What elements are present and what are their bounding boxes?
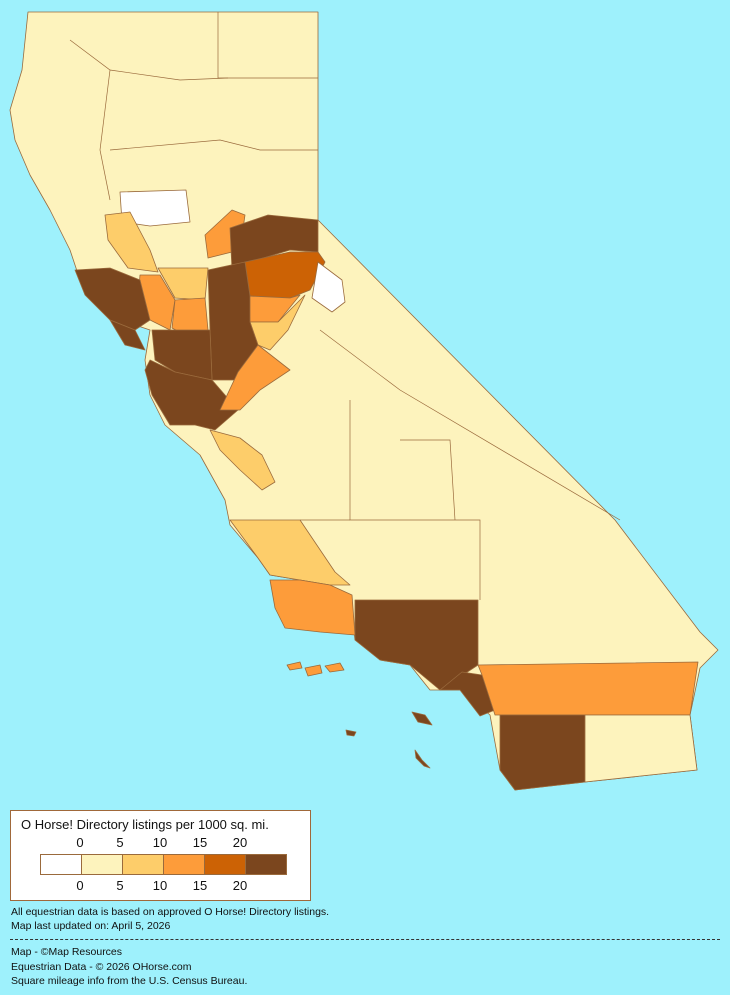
county-region[interactable] <box>304 664 323 677</box>
mileage-credit: Square mileage info from the U.S. Census… <box>11 975 248 987</box>
legend-swatch <box>164 855 205 874</box>
county-region[interactable] <box>499 714 586 791</box>
data-credit: Equestrian Data - © 2026 OHorse.com <box>11 961 192 973</box>
legend-swatch <box>246 855 286 874</box>
legend-tick: 20 <box>232 878 248 893</box>
county-border <box>349 400 481 600</box>
county-region[interactable] <box>209 429 276 491</box>
updated-note: Map last updated on: April 5, 2026 <box>11 920 171 932</box>
county-region[interactable] <box>109 319 146 351</box>
legend-tick: 0 <box>76 878 84 893</box>
legend-title: O Horse! Directory listings per 1000 sq.… <box>21 817 269 832</box>
county-region[interactable] <box>411 711 433 726</box>
legend: O Horse! Directory listings per 1000 sq.… <box>10 810 311 901</box>
data-basis-note: All equestrian data is based on approved… <box>11 906 330 918</box>
legend-tick: 15 <box>192 878 208 893</box>
legend-swatch <box>82 855 123 874</box>
county-region[interactable] <box>477 661 699 716</box>
county-border <box>400 439 456 521</box>
legend-swatch <box>41 855 82 874</box>
legend-tick: 0 <box>76 835 84 850</box>
county-region[interactable] <box>104 211 159 273</box>
county-region[interactable] <box>345 729 357 737</box>
county-region[interactable] <box>324 662 345 673</box>
legend-tick: 5 <box>116 878 124 893</box>
legend-tick: 15 <box>192 835 208 850</box>
county-region[interactable] <box>219 344 291 411</box>
county-region[interactable] <box>311 261 346 313</box>
map-credit: Map - ©Map Resources <box>11 946 123 958</box>
legend-tick: 10 <box>152 835 168 850</box>
legend-tick: 20 <box>232 835 248 850</box>
county-border <box>109 139 318 151</box>
legend-swatch <box>123 855 164 874</box>
legend-tick: 10 <box>152 878 168 893</box>
county-region[interactable] <box>171 297 209 336</box>
legend-tick: 5 <box>116 835 124 850</box>
county-border <box>99 69 111 201</box>
county-border <box>319 329 621 521</box>
county-region[interactable] <box>286 661 303 671</box>
county-border <box>69 39 229 81</box>
county-region[interactable] <box>414 749 431 769</box>
legend-color-bar <box>40 854 287 875</box>
county-border <box>217 12 318 79</box>
county-region[interactable] <box>74 267 151 331</box>
divider <box>10 939 720 940</box>
county-region[interactable] <box>144 359 239 431</box>
county-region[interactable] <box>584 714 698 783</box>
california-county-map <box>9 11 719 791</box>
legend-swatch <box>205 855 246 874</box>
county-region[interactable] <box>354 599 479 691</box>
